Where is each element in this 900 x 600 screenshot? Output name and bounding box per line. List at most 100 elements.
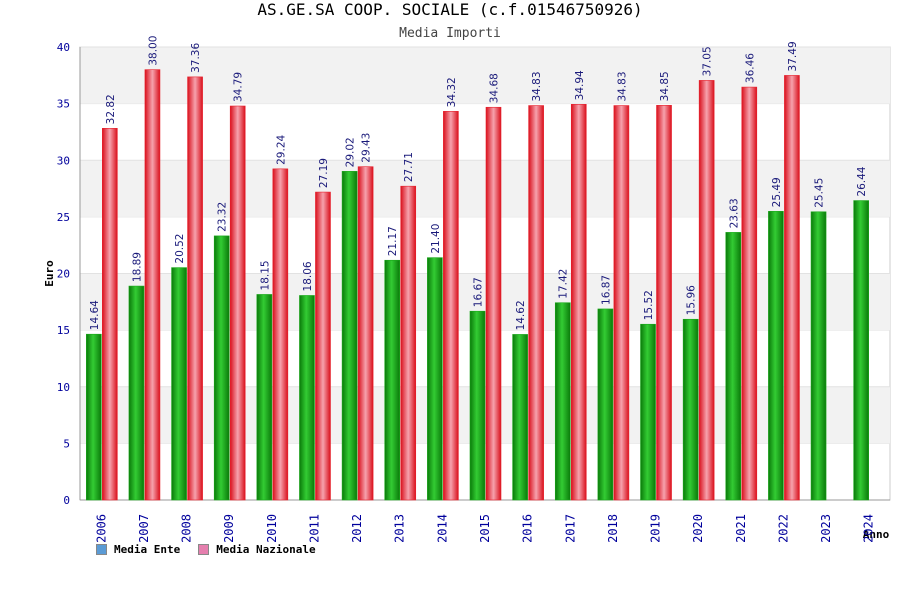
value-label-media-nazionale: 37.36: [190, 43, 202, 73]
bar-media-nazionale: [784, 75, 800, 501]
x-tick-label: 2024: [862, 514, 876, 543]
bar-media-ente: [853, 200, 869, 501]
x-tick-label: 2022: [776, 514, 790, 543]
x-tick-label: 2006: [94, 514, 108, 543]
bar-media-nazionale: [229, 105, 246, 501]
x-tick-label: 2020: [691, 514, 705, 543]
value-label-media-ente: 29.02: [345, 137, 357, 167]
value-label-media-ente: 25.45: [814, 178, 826, 208]
x-tick-label: 2016: [521, 514, 535, 543]
legend-label-media-ente: Media Ente: [114, 543, 181, 556]
bar-media-ente: [128, 285, 145, 501]
bar-media-nazionale: [698, 80, 715, 501]
value-label-media-ente: 15.52: [643, 290, 655, 320]
value-label-media-nazionale: 27.19: [318, 158, 330, 188]
value-label-media-nazionale: 34.79: [233, 72, 245, 102]
value-label-media-nazionale: 34.85: [659, 71, 671, 101]
x-tick-label: 2012: [350, 514, 364, 543]
value-label-media-ente: 23.63: [728, 198, 740, 228]
legend-item-media-nazionale: Media Nazionale: [198, 543, 316, 556]
x-tick-label: 2023: [819, 514, 833, 543]
bar-media-nazionale: [528, 105, 544, 501]
value-label-media-nazionale: 34.83: [531, 71, 543, 101]
y-tick-label: 25: [57, 211, 70, 224]
value-label-media-ente: 18.06: [302, 261, 314, 291]
bar-media-ente: [725, 232, 742, 501]
value-label-media-ente: 21.40: [430, 224, 442, 254]
value-label-media-nazionale: 32.82: [105, 94, 117, 124]
bar-media-ente: [640, 323, 656, 501]
value-label-media-ente: 15.96: [686, 285, 698, 315]
value-label-media-ente: 25.49: [771, 177, 783, 207]
bar-media-nazionale: [570, 104, 587, 501]
value-label-media-ente: 21.17: [387, 226, 399, 256]
y-tick-label: 5: [63, 437, 70, 450]
y-tick-label: 0: [63, 494, 70, 507]
bar-media-nazionale: [613, 105, 630, 501]
bar-media-ente: [427, 257, 443, 501]
legend-swatch-media-ente: [96, 544, 107, 555]
x-tick-label: 2014: [435, 514, 449, 543]
value-label-media-ente: 18.15: [259, 260, 271, 290]
value-label-media-ente: 14.64: [89, 300, 101, 330]
x-tick-label: 2018: [606, 514, 620, 543]
bar-media-ente: [256, 294, 273, 501]
x-tick-label: 2009: [222, 514, 236, 543]
value-label-media-ente: 16.87: [600, 275, 612, 305]
bar-media-ente: [171, 267, 187, 501]
bar-media-ente: [512, 334, 528, 501]
bar-media-nazionale: [144, 69, 161, 501]
value-label-media-nazionale: 29.43: [361, 133, 373, 163]
bar-media-ente: [384, 259, 401, 501]
y-tick-label: 30: [57, 154, 70, 167]
value-label-media-ente: 23.32: [217, 202, 229, 232]
x-tick-label: 2007: [137, 514, 151, 543]
bar-media-nazionale: [187, 76, 203, 501]
bar-media-nazionale: [741, 86, 758, 501]
bar-media-ente: [810, 211, 827, 501]
value-label-media-nazionale: 38.00: [147, 36, 159, 66]
value-label-media-ente: 26.44: [856, 166, 868, 196]
value-label-media-nazionale: 37.49: [787, 41, 799, 71]
x-tick-label: 2010: [265, 514, 279, 543]
value-label-media-ente: 16.67: [473, 277, 485, 307]
value-label-media-nazionale: 37.05: [702, 46, 714, 76]
bar-media-nazionale: [400, 185, 417, 501]
bar-media-nazionale: [443, 111, 459, 501]
y-tick-label: 40: [57, 41, 70, 54]
x-tick-label: 2015: [478, 514, 492, 543]
bar-media-nazionale: [357, 166, 374, 501]
bar-media-ente: [597, 308, 614, 501]
x-tick-label: 2017: [563, 514, 577, 543]
x-tick-label: 2013: [393, 514, 407, 543]
value-label-media-nazionale: 27.71: [403, 152, 415, 182]
bar-media-ente: [213, 235, 230, 501]
value-label-media-nazionale: 34.94: [574, 70, 586, 100]
bar-media-ente: [682, 318, 699, 501]
value-label-media-ente: 20.52: [174, 234, 186, 264]
bar-media-nazionale: [315, 191, 331, 501]
value-label-media-nazionale: 36.46: [744, 53, 756, 83]
legend-swatch-media-nazionale: [198, 544, 210, 555]
chart-title: AS.GE.SA COOP. SOCIALE (c.f.01546750926): [257, 0, 643, 19]
value-label-media-nazionale: 29.24: [275, 134, 287, 164]
y-tick-label: 10: [57, 381, 70, 394]
bar-media-ente: [469, 310, 486, 501]
bar-media-nazionale: [272, 168, 289, 501]
bar-media-ente: [341, 171, 358, 501]
value-label-media-nazionale: 34.83: [616, 71, 628, 101]
y-tick-label: 20: [57, 268, 70, 281]
x-tick-label: 2021: [734, 514, 748, 543]
value-label-media-nazionale: 34.68: [489, 73, 501, 103]
value-label-media-ente: 18.89: [131, 252, 143, 282]
bar-media-ente: [768, 211, 784, 501]
bar-media-nazionale: [656, 105, 672, 501]
y-tick-label: 35: [57, 98, 70, 111]
x-axis-title: Anno: [863, 528, 890, 541]
x-tick-label: 2019: [649, 514, 663, 543]
legend: Media Ente Media Nazionale: [96, 543, 334, 556]
y-axis-title: Euro: [43, 260, 56, 287]
bar-media-ente: [554, 302, 571, 501]
x-tick-label: 2008: [180, 514, 194, 543]
